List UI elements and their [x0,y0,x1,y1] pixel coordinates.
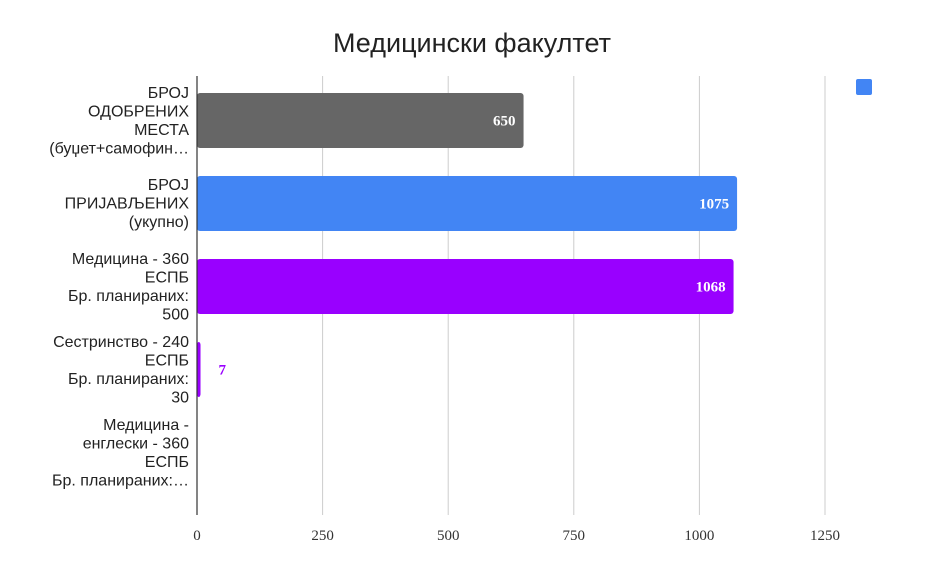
category-label: Медицина - 360 ЕСПБ Бр. планираних: 500 [68,251,189,324]
category-label: БРОЈ ПРИЈАВЉЕНИХ (укупно) [65,177,190,231]
legend-swatch [856,79,872,95]
legend [856,79,872,95]
tick-label: 750 [563,528,586,544]
tick-label: 250 [311,528,334,544]
data-label: 7 [219,363,227,379]
data-labels: 650 1075 1068 7 [219,114,730,379]
data-label: 1075 [699,197,729,213]
category-labels: БРОЈ ОДОБРЕНИХ МЕСТА (буџет+самофин… БРОЈ ПРИ… [49,85,189,490]
tick-label: 1000 [684,528,714,544]
category-label: Медицина -енглески - 360 ЕСПБ Бр. планиран… [52,417,189,490]
chart-title: Медицински факултет [333,28,611,58]
bar [197,176,738,231]
bars [197,93,738,397]
data-label: 1068 [696,280,726,296]
tick-label: 0 [193,528,201,544]
bar [197,342,201,397]
bar [197,93,524,148]
x-tick-labels: 0 250 500 750 1000 1250 [193,528,840,544]
tick-label: 500 [437,528,460,544]
bar [197,259,734,314]
category-label: Сестринство - 240 ЕСПБ Бр. планираних: 30 [53,334,189,407]
tick-label: 1250 [810,528,840,544]
category-label: БРОЈ ОДОБРЕНИХ МЕСТА (буџет+самофин… [49,85,189,158]
data-label: 650 [493,114,516,130]
